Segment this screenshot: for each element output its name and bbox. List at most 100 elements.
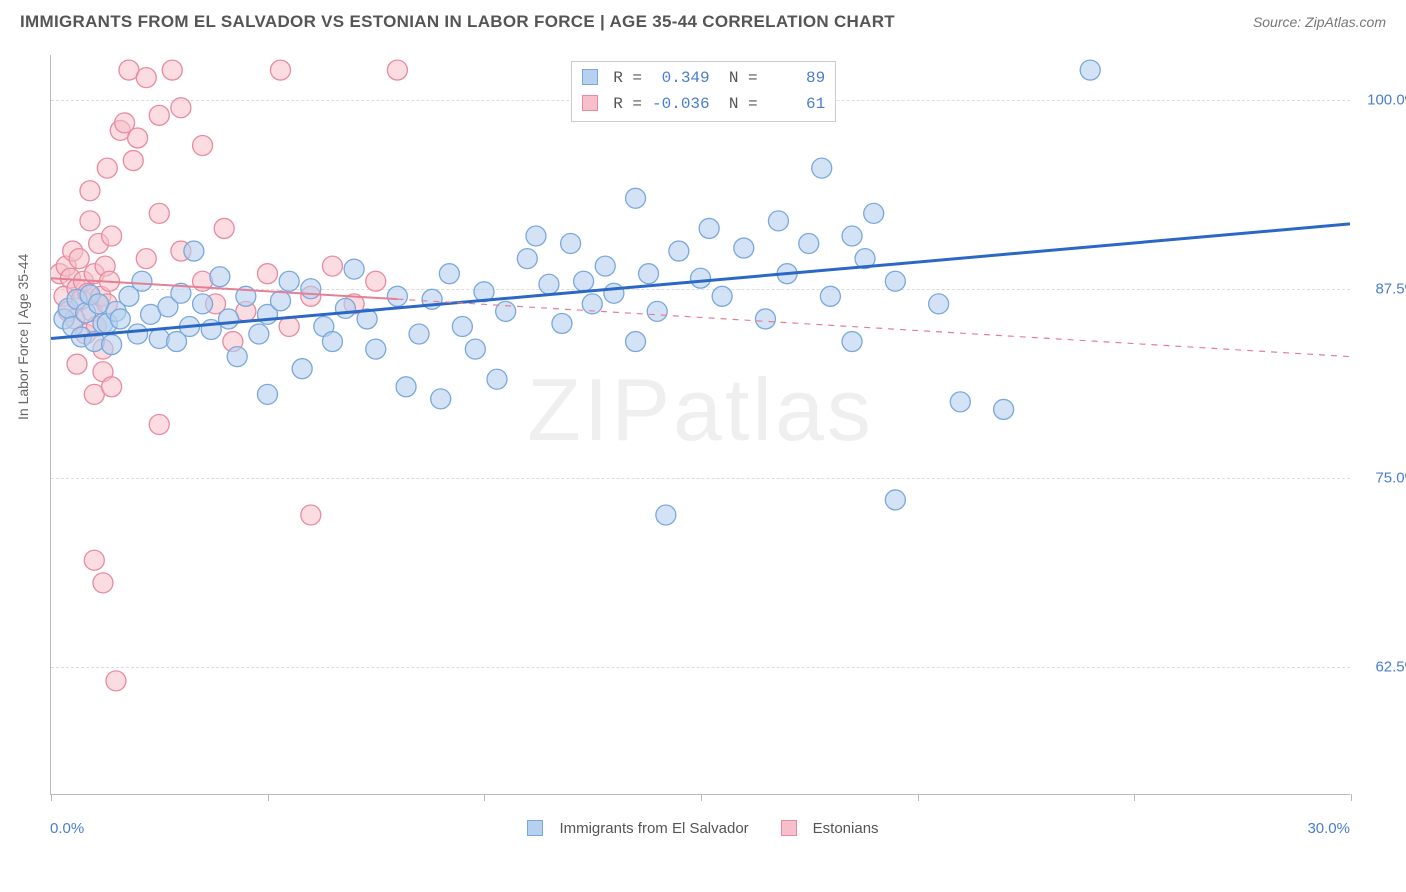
data-point <box>106 671 126 691</box>
legend-row: R = -0.036 N = 61 <box>582 92 826 118</box>
x-tick <box>51 794 52 801</box>
legend-n-label: N = <box>729 69 758 87</box>
data-point <box>162 60 182 80</box>
data-point <box>249 324 269 344</box>
legend-label: Estonians <box>813 820 879 837</box>
scatter-layer <box>51 55 1350 794</box>
data-point <box>227 347 247 367</box>
x-tick <box>1134 794 1135 801</box>
data-point <box>552 313 572 333</box>
data-point <box>171 283 191 303</box>
data-point <box>149 329 169 349</box>
legend-swatch <box>781 820 797 836</box>
legend-swatch <box>582 95 598 111</box>
data-point <box>777 264 797 284</box>
data-point <box>712 286 732 306</box>
y-tick-label: 75.0% <box>1358 469 1406 486</box>
data-point <box>201 319 221 339</box>
legend-label: Immigrants from El Salvador <box>559 820 748 837</box>
data-point <box>496 301 516 321</box>
data-point <box>366 339 386 359</box>
data-point <box>669 241 689 261</box>
data-point <box>270 60 290 80</box>
data-point <box>639 264 659 284</box>
legend-swatch <box>527 820 543 836</box>
data-point <box>431 389 451 409</box>
data-point <box>102 226 122 246</box>
data-point <box>270 291 290 311</box>
data-point <box>439 264 459 284</box>
data-point <box>97 158 117 178</box>
data-point <box>396 377 416 397</box>
legend-n-label: N = <box>729 95 758 113</box>
data-point <box>193 294 213 314</box>
data-point <box>149 415 169 435</box>
legend-swatch <box>582 69 598 85</box>
data-point <box>210 267 230 287</box>
data-point <box>812 158 832 178</box>
data-point <box>474 282 494 302</box>
data-point <box>842 332 862 352</box>
legend-n-value: 89 <box>767 66 825 92</box>
correlation-legend: R = 0.349 N = 89 R = -0.036 N = 61 <box>571 61 837 122</box>
data-point <box>258 264 278 284</box>
data-point <box>526 226 546 246</box>
data-point <box>799 234 819 254</box>
source-name: ZipAtlas.com <box>1305 14 1386 30</box>
x-tick <box>701 794 702 801</box>
data-point <box>387 60 407 80</box>
data-point <box>885 271 905 291</box>
source-label: Source: <box>1253 14 1305 30</box>
data-point <box>1080 60 1100 80</box>
data-point <box>626 188 646 208</box>
data-point <box>734 238 754 258</box>
data-point <box>67 354 87 374</box>
data-point <box>885 490 905 510</box>
data-point <box>344 259 364 279</box>
data-point <box>99 271 119 291</box>
data-point <box>123 151 143 171</box>
data-point <box>582 294 602 314</box>
data-point <box>929 294 949 314</box>
data-point <box>219 309 239 329</box>
legend-r-value: 0.349 <box>652 66 710 92</box>
legend-item: Immigrants from El Salvador <box>519 820 756 837</box>
legend-r-label: R = <box>613 95 642 113</box>
data-point <box>214 218 234 238</box>
data-point <box>855 249 875 269</box>
data-point <box>171 98 191 118</box>
data-point <box>691 268 711 288</box>
data-point <box>193 136 213 156</box>
data-point <box>110 309 130 329</box>
data-point <box>755 309 775 329</box>
data-point <box>322 332 342 352</box>
data-point <box>69 249 89 269</box>
data-point <box>132 271 152 291</box>
legend-n-value: 61 <box>767 92 825 118</box>
data-point <box>258 384 278 404</box>
data-point <box>820 286 840 306</box>
x-tick <box>268 794 269 801</box>
data-point <box>452 316 472 336</box>
y-tick-label: 87.5% <box>1358 281 1406 298</box>
data-point <box>561 234 581 254</box>
data-point <box>279 316 299 336</box>
data-point <box>80 181 100 201</box>
data-point <box>322 256 342 276</box>
data-point <box>301 279 321 299</box>
data-point <box>842 226 862 246</box>
data-point <box>84 332 104 352</box>
data-point <box>366 271 386 291</box>
series-legend: Immigrants from El Salvador Estonians <box>0 820 1406 837</box>
data-point <box>574 271 594 291</box>
data-point <box>487 369 507 389</box>
data-point <box>102 335 122 355</box>
data-point <box>357 309 377 329</box>
data-point <box>335 298 355 318</box>
data-point <box>647 301 667 321</box>
data-point <box>236 286 256 306</box>
data-point <box>136 249 156 269</box>
data-point <box>409 324 429 344</box>
legend-r-label: R = <box>613 69 642 87</box>
data-point <box>950 392 970 412</box>
